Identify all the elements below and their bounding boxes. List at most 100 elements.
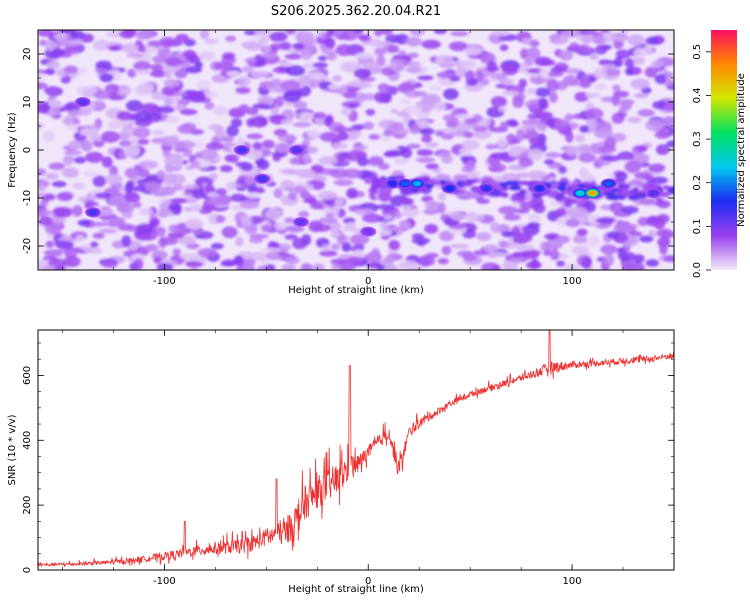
heatmap-cell [93, 90, 112, 100]
heatmap-cell [318, 156, 338, 165]
heatmap-cell [163, 70, 173, 79]
heatmap-cell [247, 215, 265, 225]
heatmap-cell [133, 185, 147, 192]
heatmap-cell [602, 155, 621, 162]
heatmap-cell [645, 259, 660, 267]
heatmap-cell [71, 205, 83, 217]
heatmap-cell [503, 213, 522, 221]
heatmap-cell [196, 79, 211, 91]
heatmap-cell [158, 37, 178, 48]
heatmap-cell [198, 51, 216, 61]
heatmap-cell [374, 47, 386, 57]
heatmap-cell [417, 75, 434, 81]
heatmap-cell [583, 236, 601, 247]
heatmap-cell [454, 113, 475, 119]
heatmap-cell [78, 108, 92, 116]
heatmap-cell [85, 151, 104, 163]
heatmap-feature [85, 207, 102, 218]
heatmap-cell [159, 135, 179, 147]
heatmap-cell [124, 167, 140, 179]
heatmap-cell [38, 259, 49, 268]
heatmap-cell [498, 205, 518, 215]
heatmap-cell [574, 134, 585, 143]
heatmap-cell [298, 210, 310, 219]
heatmap-cell [385, 34, 401, 44]
heatmap-cell [627, 116, 642, 124]
heatmap-cell [120, 43, 140, 53]
heatmap-cell [400, 98, 412, 105]
heatmap-cell [124, 183, 134, 193]
heatmap-cell [284, 234, 298, 240]
heatmap-cell [383, 129, 394, 137]
heatmap-cell [499, 44, 509, 52]
heatmap-cell [345, 222, 357, 228]
heatmap-ridge-cell [622, 188, 630, 197]
heatmap-cell [174, 222, 188, 235]
heatmap-cell [238, 104, 249, 112]
heatmap-cell [134, 110, 152, 122]
heatmap-cell [162, 149, 171, 157]
heatmap-cell [43, 249, 63, 257]
line-x-axis-title: Height of straight line (km) [288, 584, 424, 595]
heatmap-cell [564, 113, 574, 121]
heatmap-cell [634, 171, 651, 179]
heatmap-cell [334, 198, 345, 206]
heatmap-cell [629, 153, 650, 164]
heatmap-cell [337, 131, 349, 141]
heatmap-cell [156, 170, 166, 181]
heatmap-cell [38, 184, 47, 192]
heatmap-cell [242, 65, 254, 74]
heatmap-cell [46, 60, 60, 70]
heatmap-feature [292, 217, 309, 227]
heatmap-cell [612, 84, 621, 92]
heatmap-cell [96, 208, 115, 217]
heatmap-cell [533, 112, 547, 118]
heatmap-cell [47, 99, 60, 108]
heatmap-cell [514, 244, 535, 252]
snr-series-line [38, 330, 674, 568]
heatmap-cell [593, 83, 607, 91]
heatmap-cell [579, 125, 589, 133]
heatmap-cell [317, 190, 338, 201]
heatmap-cell [331, 263, 342, 270]
heatmap-cell [518, 78, 528, 88]
y-tick-label: 600 [22, 366, 33, 385]
heatmap-cell [95, 60, 112, 69]
heatmap-cell [655, 144, 670, 156]
heatmap-cell [195, 140, 205, 149]
heatmap-cell [48, 162, 66, 170]
heatmap-cell [539, 67, 550, 79]
heatmap-cell [485, 143, 498, 150]
heatmap-cell [280, 79, 301, 91]
heatmap-ridge-cell [667, 186, 674, 195]
heatmap-cell [527, 148, 544, 161]
heatmap-cell [63, 65, 78, 74]
heatmap-cell [302, 153, 312, 164]
heatmap-cell [565, 130, 574, 143]
heatmap-cell [260, 53, 278, 59]
heatmap-cell [403, 207, 420, 218]
heatmap-cell [371, 247, 381, 260]
heatmap-cell [572, 113, 583, 120]
heatmap-cell [89, 221, 109, 227]
heatmap-cell [204, 184, 215, 194]
heatmap-cell [312, 263, 325, 270]
heatmap-cell [346, 187, 358, 199]
heatmap-cell [63, 256, 81, 267]
heatmap-cell [300, 262, 313, 270]
heatmap-cell [462, 213, 479, 221]
heatmap-cell [524, 189, 535, 201]
heatmap-ridge-cell [517, 180, 531, 185]
heatmap-feature [360, 226, 377, 237]
heatmap-cell [279, 61, 294, 67]
heatmap-cell [340, 30, 359, 41]
heatmap-cell [584, 92, 601, 98]
heatmap-cell [156, 106, 175, 114]
heatmap-cell [164, 97, 173, 109]
heatmap-cell [357, 157, 369, 167]
heatmap-cell [617, 151, 635, 161]
heatmap-cell [527, 103, 539, 111]
heatmap-cell [153, 256, 162, 264]
heatmap-cell [289, 157, 301, 166]
